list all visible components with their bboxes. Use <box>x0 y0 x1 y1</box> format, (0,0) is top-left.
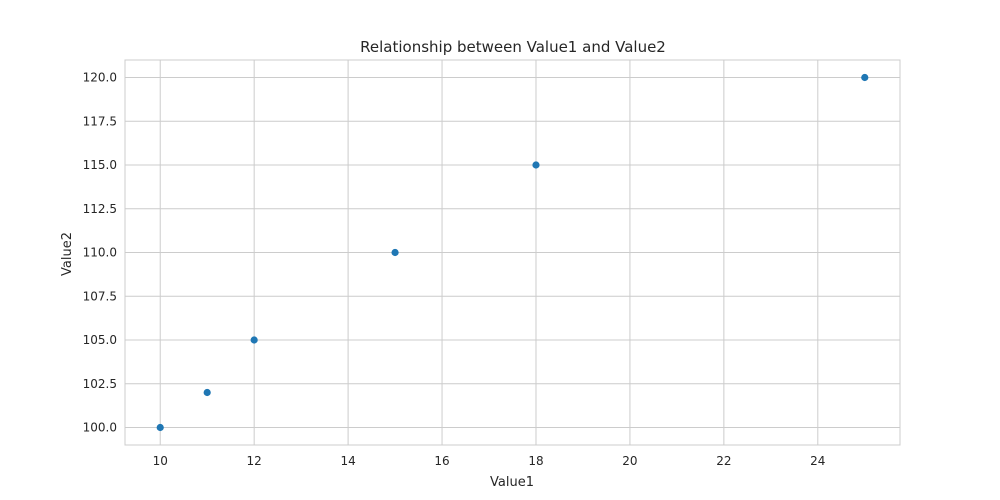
x-tick-label: 16 <box>434 454 449 468</box>
x-tick-label: 12 <box>247 454 262 468</box>
data-points <box>156 73 869 432</box>
scatter-point <box>156 423 164 432</box>
scatter-point <box>203 388 211 397</box>
y-tick-label: 115.0 <box>83 158 117 172</box>
plot-area-frame <box>124 59 901 446</box>
x-tick-labels: 10 12 14 16 18 20 22 24 <box>153 454 826 468</box>
y-gridlines <box>125 77 900 428</box>
scatter-point <box>861 73 869 82</box>
scatter-point <box>391 248 399 257</box>
y-tick-label: 100.0 <box>83 421 117 435</box>
chart-title: Relationship between Value1 and Value2 <box>360 38 666 56</box>
y-tick-label: 105.0 <box>83 333 117 347</box>
x-tick-label: 22 <box>716 454 731 468</box>
y-tick-label: 117.5 <box>83 114 117 128</box>
x-tick-label: 14 <box>340 454 355 468</box>
x-tick-label: 18 <box>528 454 543 468</box>
x-tick-label: 20 <box>622 454 637 468</box>
y-tick-label: 102.5 <box>83 377 117 391</box>
y-tick-label: 110.0 <box>83 246 117 260</box>
y-tick-labels: 100.0 102.5 105.0 107.5 110.0 112.5 115.0 117.5… <box>83 71 117 435</box>
y-tick-label: 112.5 <box>83 202 117 216</box>
x-tick-label: 10 <box>153 454 168 468</box>
y-tick-label: 107.5 <box>83 289 117 303</box>
y-axis-label: Value2 <box>60 232 75 276</box>
scatter-point <box>532 161 540 169</box>
x-axis-label: Value1 <box>490 475 534 490</box>
y-tick-label: 120.0 <box>83 71 117 85</box>
x-tick-label: 24 <box>810 454 825 468</box>
scatter-point <box>250 336 258 344</box>
